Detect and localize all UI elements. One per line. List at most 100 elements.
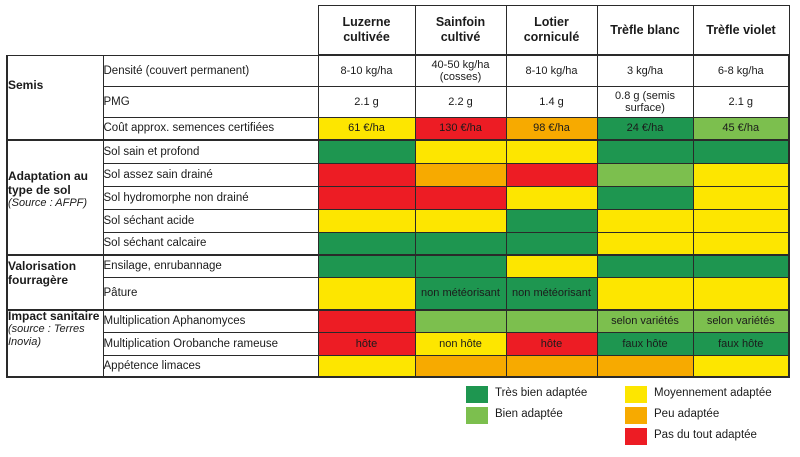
cell-luzerne: 8-10 kg/ha — [317, 54, 416, 87]
table-row: Sol séchant acide — [7, 208, 790, 233]
cell-trefle-blanc — [596, 139, 694, 164]
cell-sainfoin — [414, 309, 507, 333]
cell-sainfoin — [414, 231, 507, 256]
header-row: Luzerne cultivée Sainfoin cultivé Lotier… — [7, 5, 790, 56]
section-source: (Source : AFPF) — [8, 197, 88, 209]
table-row: Semis Densité (couvert permanent) 8-10 k… — [6, 54, 790, 141]
cell-lotier — [505, 162, 598, 187]
cell-lotier — [505, 254, 598, 278]
legend-label: Moyennement adaptée — [654, 387, 772, 399]
section-valorisation: Valorisation fourragère — [6, 254, 104, 311]
row-label: Ensilage, enrubannage — [102, 254, 319, 278]
section-adaptation: Adaptation au type de sol (Source : AFPF… — [6, 139, 104, 256]
cell-luzerne — [317, 185, 416, 210]
cell-sainfoin — [414, 208, 507, 233]
cell-luzerne — [317, 309, 416, 333]
legend-swatch — [625, 428, 647, 445]
table-row: Coût approx. semences certifiées 61 €/ha… — [7, 116, 790, 141]
cell-trefle-violet: 2.1 g — [692, 85, 790, 118]
cell-luzerne — [317, 276, 416, 311]
section-title: Impact sanitaire — [8, 310, 100, 323]
cell-trefle-violet: selon variétés — [692, 309, 790, 333]
legend-swatch — [466, 407, 488, 424]
cell-sainfoin: non météorisant — [414, 276, 507, 311]
cell-luzerne — [317, 231, 416, 256]
section-title: Semis — [8, 77, 44, 92]
section-source: (source : Terres Inovia) — [8, 323, 85, 348]
row-label: Sol séchant acide — [102, 208, 319, 233]
cell-trefle-blanc: 0.8 g (semis surface) — [596, 85, 694, 118]
forage-legume-comparison-table: Luzerne cultivée Sainfoin cultivé Lotier… — [6, 5, 790, 378]
row-label: Sol séchant calcaire — [102, 231, 319, 256]
cell-trefle-violet — [692, 254, 790, 278]
table-row: Sol séchant calcaire — [7, 231, 790, 256]
cell-lotier: 98 €/ha — [505, 116, 598, 141]
legend-swatch — [625, 407, 647, 424]
legend-label: Bien adaptée — [495, 408, 563, 420]
cell-sainfoin — [414, 185, 507, 210]
cell-trefle-blanc: 3 kg/ha — [596, 54, 694, 87]
table-row: Appétence limaces — [7, 354, 790, 378]
section-impact: Impact sanitaire (source : Terres Inovia… — [6, 309, 104, 378]
column-header-lotier: Lotier corniculé — [505, 5, 598, 56]
cell-trefle-blanc: faux hôte — [596, 331, 694, 356]
cell-lotier: 8-10 kg/ha — [505, 54, 598, 87]
cell-sainfoin: 130 €/ha — [414, 116, 507, 141]
cell-luzerne: hôte — [317, 331, 416, 356]
table-row: Pâture non météorisant non météorisant — [7, 276, 790, 311]
cell-luzerne — [317, 254, 416, 278]
cell-trefle-violet — [692, 276, 790, 311]
column-header-sainfoin: Sainfoin cultivé — [414, 5, 507, 56]
cell-trefle-blanc: selon variétés — [596, 309, 694, 333]
cell-sainfoin: 2.2 g — [414, 85, 507, 118]
cell-trefle-blanc — [596, 208, 694, 233]
table-row: Impact sanitaire (source : Terres Inovia… — [6, 309, 790, 378]
row-label: Multiplication Orobanche rameuse — [102, 331, 319, 356]
row-label: Sol sain et profond — [102, 139, 319, 164]
cell-lotier: non météorisant — [505, 276, 598, 311]
cell-sainfoin: 40-50 kg/ha (cosses) — [414, 54, 507, 87]
cell-lotier — [505, 185, 598, 210]
table-row: Sol hydromorphe non drainé — [7, 185, 790, 210]
cell-sainfoin — [414, 162, 507, 187]
row-label: Densité (couvert permanent) — [102, 54, 319, 87]
cell-luzerne — [317, 139, 416, 164]
cell-lotier — [505, 354, 598, 378]
cell-trefle-violet — [692, 231, 790, 256]
cell-trefle-violet: faux hôte — [692, 331, 790, 356]
cell-trefle-blanc — [596, 254, 694, 278]
cell-sainfoin — [414, 354, 507, 378]
header-blank — [7, 5, 103, 55]
cell-luzerne: 61 €/ha — [317, 116, 416, 141]
row-label: Sol assez sain drainé — [102, 162, 319, 187]
row-label: Multiplication Aphanomyces — [102, 309, 319, 333]
section-title: Adaptation au type de sol — [8, 169, 88, 197]
table-row: Adaptation au type de sol (Source : AFPF… — [6, 139, 790, 256]
legend-label: Peu adaptée — [654, 408, 720, 420]
cell-trefle-violet — [692, 162, 790, 187]
column-header-trefle-blanc: Trèfle blanc — [596, 5, 694, 56]
cell-trefle-violet — [692, 139, 790, 164]
header-blank — [103, 5, 318, 55]
cell-trefle-blanc — [596, 276, 694, 311]
column-header-luzerne: Luzerne cultivée — [317, 5, 416, 56]
cell-luzerne — [317, 354, 416, 378]
cell-trefle-violet: 45 €/ha — [692, 116, 790, 141]
legend-swatch — [466, 386, 488, 403]
cell-lotier — [505, 208, 598, 233]
row-label: Pâture — [102, 276, 319, 311]
cell-lotier — [505, 309, 598, 333]
table-row: PMG 2.1 g 2.2 g 1.4 g 0.8 g (semis surface)… — [7, 85, 790, 118]
legend-label: Pas du tout adaptée — [654, 429, 757, 441]
cell-sainfoin — [414, 254, 507, 278]
cell-luzerne — [317, 162, 416, 187]
legend-label: Très bien adaptée — [495, 387, 588, 399]
cell-trefle-blanc — [596, 354, 694, 378]
cell-lotier — [505, 139, 598, 164]
cell-lotier — [505, 231, 598, 256]
legend-swatch — [625, 386, 647, 403]
cell-lotier: hôte — [505, 331, 598, 356]
cell-trefle-violet — [692, 208, 790, 233]
section-semis: Semis — [6, 54, 104, 141]
table-row: Sol assez sain drainé — [7, 162, 790, 187]
